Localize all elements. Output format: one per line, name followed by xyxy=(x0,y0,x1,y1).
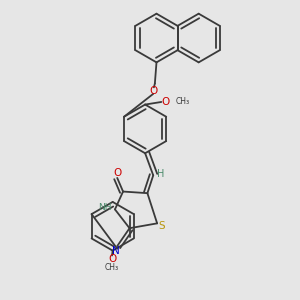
Text: N: N xyxy=(112,246,119,256)
Text: NH: NH xyxy=(98,203,112,212)
Text: O: O xyxy=(161,97,170,107)
Text: O: O xyxy=(113,168,121,178)
Text: H: H xyxy=(157,169,164,179)
Text: O: O xyxy=(108,254,116,264)
Text: CH₃: CH₃ xyxy=(105,263,119,272)
Text: CH₃: CH₃ xyxy=(176,98,190,106)
Text: O: O xyxy=(149,85,158,96)
Text: S: S xyxy=(159,221,165,231)
